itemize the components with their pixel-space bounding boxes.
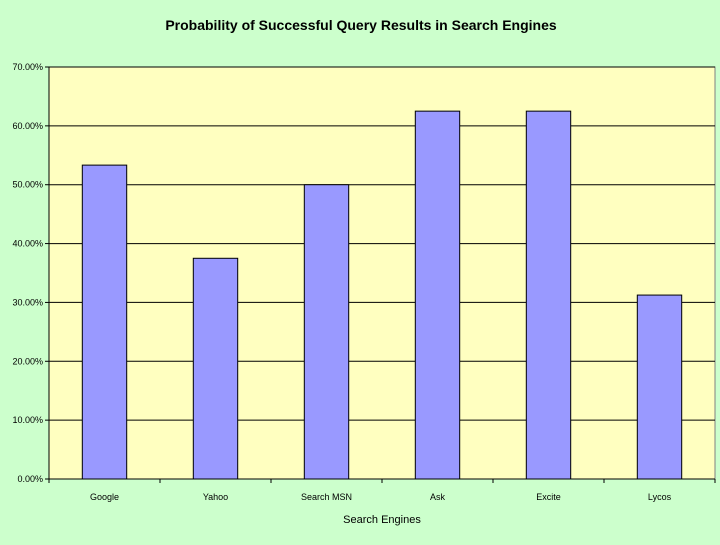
x-tick-label: Yahoo (203, 492, 228, 502)
bars (81, 110, 683, 480)
x-tick-label: Lycos (648, 492, 672, 502)
x-axis: Google Yahoo Search MSN Ask Excite Lycos (48, 478, 716, 502)
x-axis-title: Search Engines (343, 514, 421, 526)
y-tick-label: 30.00% (12, 297, 43, 307)
chart-title: Probability of Successful Query Results … (165, 17, 557, 33)
bar (303, 184, 350, 480)
y-tick-label: 20.00% (12, 356, 43, 366)
bar (525, 110, 572, 480)
bar (81, 164, 128, 480)
x-tick-label: Excite (536, 492, 561, 502)
bar (636, 294, 683, 480)
gridlines (49, 66, 715, 421)
y-tick-label: 0.00% (17, 474, 43, 484)
y-tick-label: 70.00% (12, 62, 43, 72)
bar (414, 110, 461, 480)
y-tick-label: 40.00% (12, 239, 43, 249)
x-tick-label: Google (90, 492, 119, 502)
bar (192, 257, 239, 480)
y-axis: 0.00% 10.00% 20.00% 30.00% 40.00% 50.00% 60.00… (12, 62, 50, 484)
plot-area (48, 66, 716, 480)
y-tick-label: 10.00% (12, 415, 43, 425)
y-tick-label: 60.00% (12, 121, 43, 131)
x-tick-label: Search MSN (301, 492, 352, 502)
x-tick-label: Ask (430, 492, 446, 502)
y-tick-label: 50.00% (12, 180, 43, 190)
